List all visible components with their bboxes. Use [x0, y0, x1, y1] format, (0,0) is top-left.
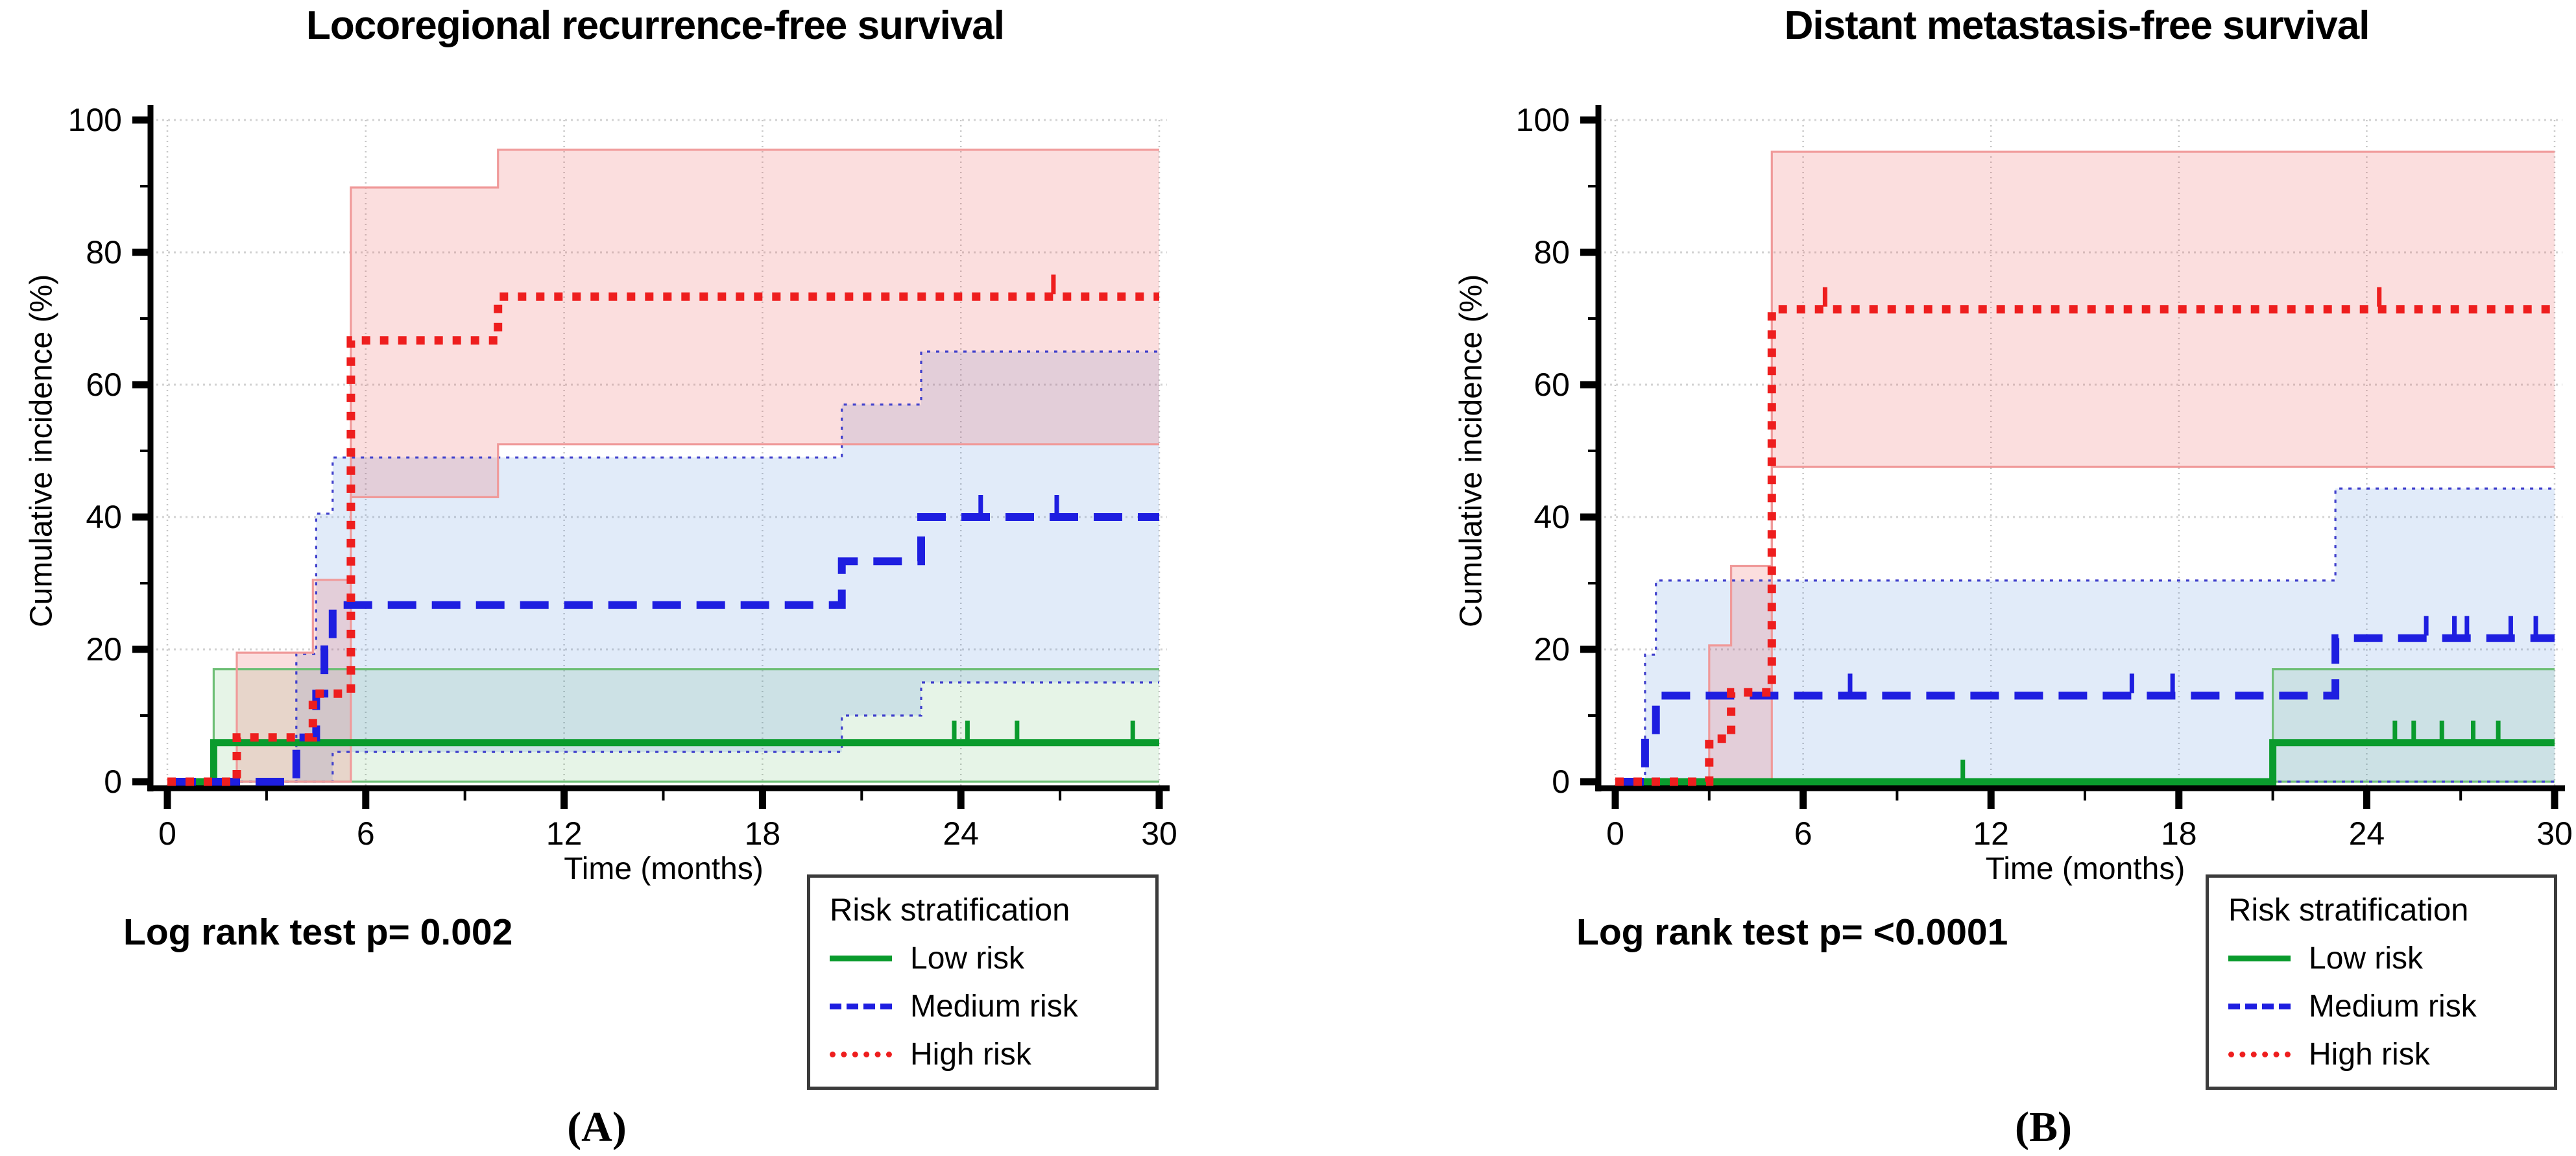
high-risk-line-sample: [830, 1052, 892, 1058]
legend-item-medium-risk: Medium risk: [2228, 989, 2547, 1024]
y-axis-label: Cumulative incidence (%): [1454, 274, 1489, 628]
legend-title: Risk stratification: [2228, 892, 2469, 928]
medium-risk-line-sample: [830, 1004, 892, 1010]
legend-item-high-risk: High risk: [830, 1037, 1149, 1072]
svg-text:0: 0: [1552, 764, 1570, 800]
legend: Risk stratification Low risk Medium risk…: [807, 874, 1159, 1090]
legend-item-high-risk: High risk: [2228, 1037, 2547, 1072]
svg-text:80: 80: [1534, 234, 1570, 271]
svg-text:20: 20: [1534, 631, 1570, 668]
panel-label-a: (A): [567, 1103, 627, 1151]
high-risk-line-sample: [2228, 1052, 2291, 1058]
svg-text:24: 24: [943, 815, 979, 852]
log-rank-p-value: Log rank test p= <0.0001: [1576, 911, 2008, 953]
svg-text:100: 100: [68, 102, 122, 138]
legend-title: Risk stratification: [830, 892, 1070, 928]
chart-title: Distant metastasis-free survival: [1784, 3, 2370, 48]
panel-a: 0 20 40 60 80 100 0 6 12 18 24 30 Locoregional recu…: [24, 3, 1177, 1151]
svg-text:18: 18: [745, 815, 781, 852]
svg-text:30: 30: [1141, 815, 1177, 852]
y-axis-label: Cumulative incidence (%): [24, 274, 59, 628]
legend-item-medium-risk: Medium risk: [830, 989, 1149, 1024]
svg-text:0: 0: [104, 764, 122, 800]
x-axis-label: Time (months): [1985, 852, 2185, 886]
legend-item-low-risk: Low risk: [2228, 941, 2547, 976]
svg-text:0: 0: [158, 815, 176, 852]
chart-title: Locoregional recurrence-free survival: [306, 3, 1005, 48]
medium-risk-line-sample: [2228, 1004, 2291, 1010]
svg-text:6: 6: [357, 815, 375, 852]
svg-text:100: 100: [1516, 102, 1570, 138]
svg-text:40: 40: [1534, 499, 1570, 535]
legend-item-low-risk: Low risk: [830, 941, 1149, 976]
panel-b: 0 20 40 60 80 100 0 6 12 18 24 30 Distant metastasi…: [1288, 0, 2576, 1156]
svg-text:40: 40: [86, 499, 122, 535]
svg-text:6: 6: [1794, 815, 1812, 852]
svg-text:12: 12: [546, 815, 583, 852]
svg-text:60: 60: [1534, 367, 1570, 403]
svg-text:0: 0: [1606, 815, 1624, 852]
svg-text:80: 80: [86, 234, 122, 271]
svg-text:24: 24: [2349, 815, 2385, 852]
svg-text:60: 60: [86, 367, 122, 403]
x-axis-label: Time (months): [564, 852, 764, 886]
svg-text:20: 20: [86, 631, 122, 668]
panel-label-b: (B): [2015, 1103, 2072, 1151]
log-rank-p-value: Log rank test p= 0.002: [123, 911, 513, 953]
low-risk-line-sample: [830, 955, 892, 961]
legend: Risk stratification Low risk Medium risk…: [2206, 874, 2557, 1090]
svg-text:30: 30: [2536, 815, 2573, 852]
km-plot-b: 0 20 40 60 80 100 0 6 12 18 24 30: [1516, 102, 2573, 852]
svg-text:12: 12: [1973, 815, 2009, 852]
low-risk-line-sample: [2228, 955, 2291, 961]
svg-text:18: 18: [2161, 815, 2197, 852]
km-plot-a: 0 20 40 60 80 100 0 6 12 18 24 30: [68, 102, 1177, 852]
